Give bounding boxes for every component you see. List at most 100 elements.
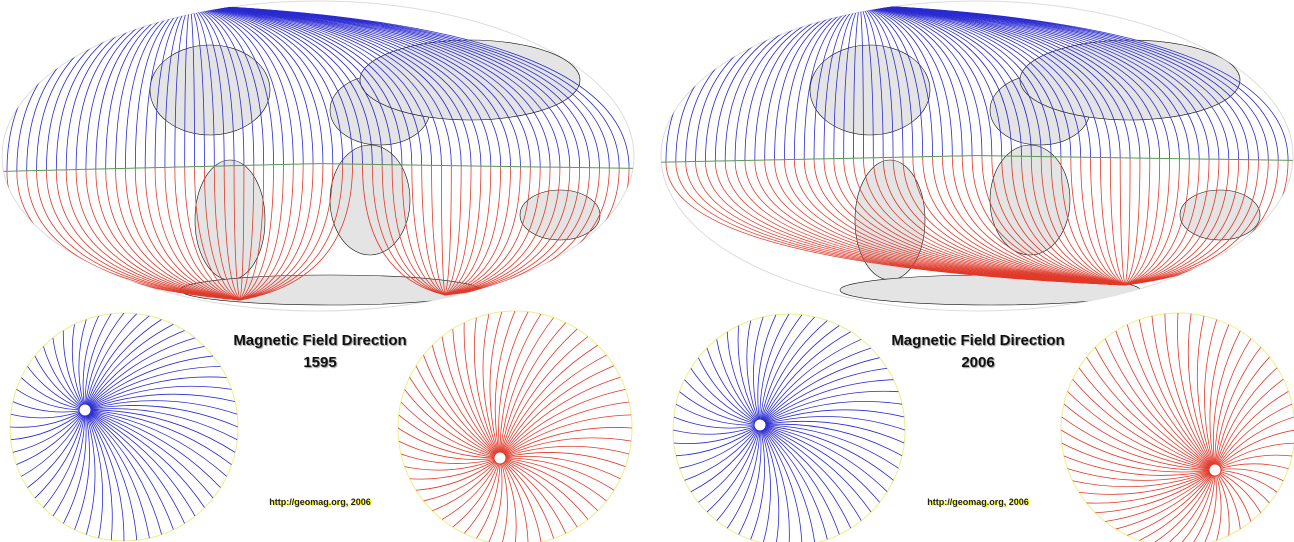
polar-field-line [757,314,777,426]
polar-field-line [759,424,816,542]
polar-field-line [1214,416,1294,471]
polar-field-line [84,409,138,541]
polar-field-line [84,323,174,411]
polar-field-line [759,347,872,426]
south-field-line [1124,158,1200,286]
south-field-line [1070,157,1126,286]
polar-field-line [499,457,529,542]
south-field-line [239,164,284,301]
polar-field-lines [10,313,238,541]
polar-field-line [1072,469,1216,488]
polar-field-line [759,424,828,540]
polar-field-line [84,409,104,539]
polar-field-line [697,357,761,426]
polar-field-line [1127,469,1216,536]
polar-field-line [78,319,87,411]
north-field-line [189,4,373,165]
polar-field-line [84,405,238,428]
credit-text: http://geomag.org, 2006 [927,497,1029,507]
continent [194,159,266,281]
polar-field-line [706,424,761,513]
polar-field-line [84,409,96,535]
title-text: Magnetic Field Direction [891,332,1065,349]
polar-field-line [684,424,761,481]
south-field-line [164,167,241,301]
polar-field-line [463,457,501,534]
polar-field-line [759,424,888,493]
polar-field-line [499,336,589,459]
polar-field-line [84,409,214,499]
polar-field-line [499,344,598,459]
polar-field-line [1214,468,1284,482]
south-field-line [1100,157,1126,286]
field-map-2006 [660,0,1294,542]
polar-field-line [482,313,501,459]
polar-field-line [499,322,567,459]
south-field-line [391,164,446,296]
north-field-line [189,4,383,165]
north-field-line [859,4,1052,157]
polar-field-line [698,424,761,503]
polar-field-line [1104,338,1216,471]
polar-field-line [499,376,621,459]
polar-field-line [489,311,503,459]
polar-field-line [84,409,236,453]
polar-field-line [16,389,86,411]
south-field-line [444,167,581,296]
polar-field-line [84,408,238,441]
south-field-line [431,165,446,296]
magnetic-pole-marker [1208,463,1222,477]
polar-field-line [84,409,125,541]
credit-text: http://geomag.org, 2006 [269,497,371,507]
north-field-line [859,4,924,157]
polar-field-line [84,355,214,411]
south-field-line [1124,158,1170,286]
south-field-line [444,166,482,296]
polar-field-line [1214,463,1289,471]
polar-field-line [673,416,761,429]
polar-field-line [1063,403,1216,471]
north-field-line [859,4,1101,158]
polar-field-line [759,357,880,426]
south-field-line [223,165,241,301]
south-field-line [444,165,472,296]
polar-field-line [1209,324,1230,471]
polar-field-line [499,328,578,459]
south-field-line [981,155,1126,286]
south-polar-view [1060,312,1294,542]
continent [989,144,1071,256]
polar-field-line [1151,469,1216,542]
polar-field-line [1214,378,1284,471]
polar-field-line [499,457,607,502]
north-field-line [859,4,1062,157]
south-field-line [1124,159,1230,286]
field-lines [6,4,630,301]
south-field-line [1119,157,1126,286]
south-field-line [1124,158,1151,286]
polar-field-line [1151,315,1216,471]
polar-field-line [1061,442,1216,473]
polar-field-line [499,457,567,534]
polar-field-line [74,409,90,530]
polar-field-line [759,424,894,481]
south-field-line [1124,159,1249,286]
polar-field-line [62,330,86,411]
north-field-line [859,4,1012,157]
polar-field-line [84,345,205,411]
polar-field-line [759,424,840,535]
polar-field-line [1115,330,1216,471]
polar-field-line [499,457,542,542]
south-field-line [444,167,571,296]
polar-field-line [499,437,632,459]
continent [1179,189,1261,241]
field-map-1595 [1,0,635,542]
north-field-line [859,4,1121,158]
south-field-line [932,156,1126,286]
south-field-line [1124,159,1210,286]
south-field-line [444,167,551,296]
polar-field-line [1086,469,1216,504]
north-field-line [189,4,432,166]
south-field-line [239,164,274,301]
polar-field-line [1213,330,1241,471]
polar-field-line [673,424,761,444]
